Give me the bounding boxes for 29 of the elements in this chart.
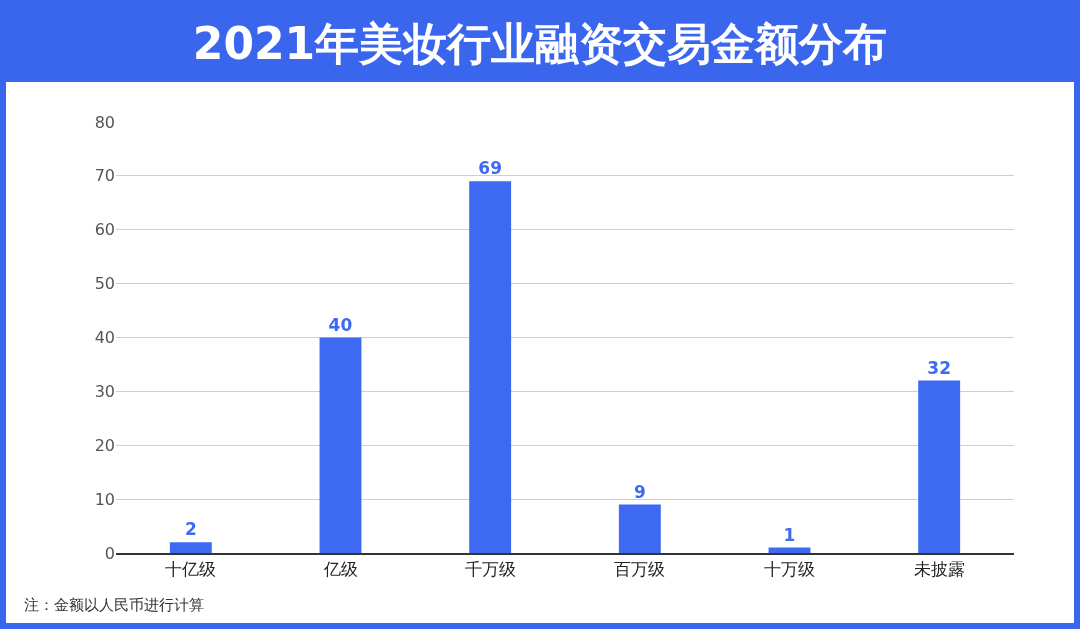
bar <box>469 181 512 553</box>
data-label: 32 <box>927 357 951 378</box>
data-label: 2 <box>184 519 197 540</box>
x-tick-label: 百万级 <box>614 559 666 580</box>
bar <box>169 542 212 553</box>
text: 注：金额以人民币进行计算 <box>24 596 204 615</box>
chart-title: 2021年美妆行业融资交易金额分布 <box>6 6 1074 82</box>
bar <box>918 380 961 553</box>
data-label: 40 <box>328 314 353 335</box>
x-tick-label: 未披露 <box>913 559 965 580</box>
y-tick-label: 60 <box>94 220 115 240</box>
bar <box>319 337 362 553</box>
y-tick-label: 10 <box>94 489 115 509</box>
x-tick-label: 十万级 <box>764 559 815 580</box>
x-tick-label: 十亿级 <box>165 559 217 580</box>
x-tick-label: 千万级 <box>464 559 516 580</box>
bar <box>618 504 661 553</box>
y-tick-label: 50 <box>94 274 115 294</box>
data-label: 1 <box>783 524 796 545</box>
y-tick-label: 70 <box>94 166 115 186</box>
data-label: 69 <box>478 158 502 179</box>
y-tick-label: 20 <box>94 435 115 455</box>
y-tick-label: 30 <box>94 381 115 401</box>
y-tick-label: 40 <box>94 328 115 348</box>
y-tick-label: 0 <box>104 543 115 563</box>
bar <box>768 547 811 553</box>
data-label: 9 <box>633 481 646 502</box>
y-tick-label: 80 <box>94 112 115 132</box>
x-tick-label: 亿级 <box>322 559 358 580</box>
